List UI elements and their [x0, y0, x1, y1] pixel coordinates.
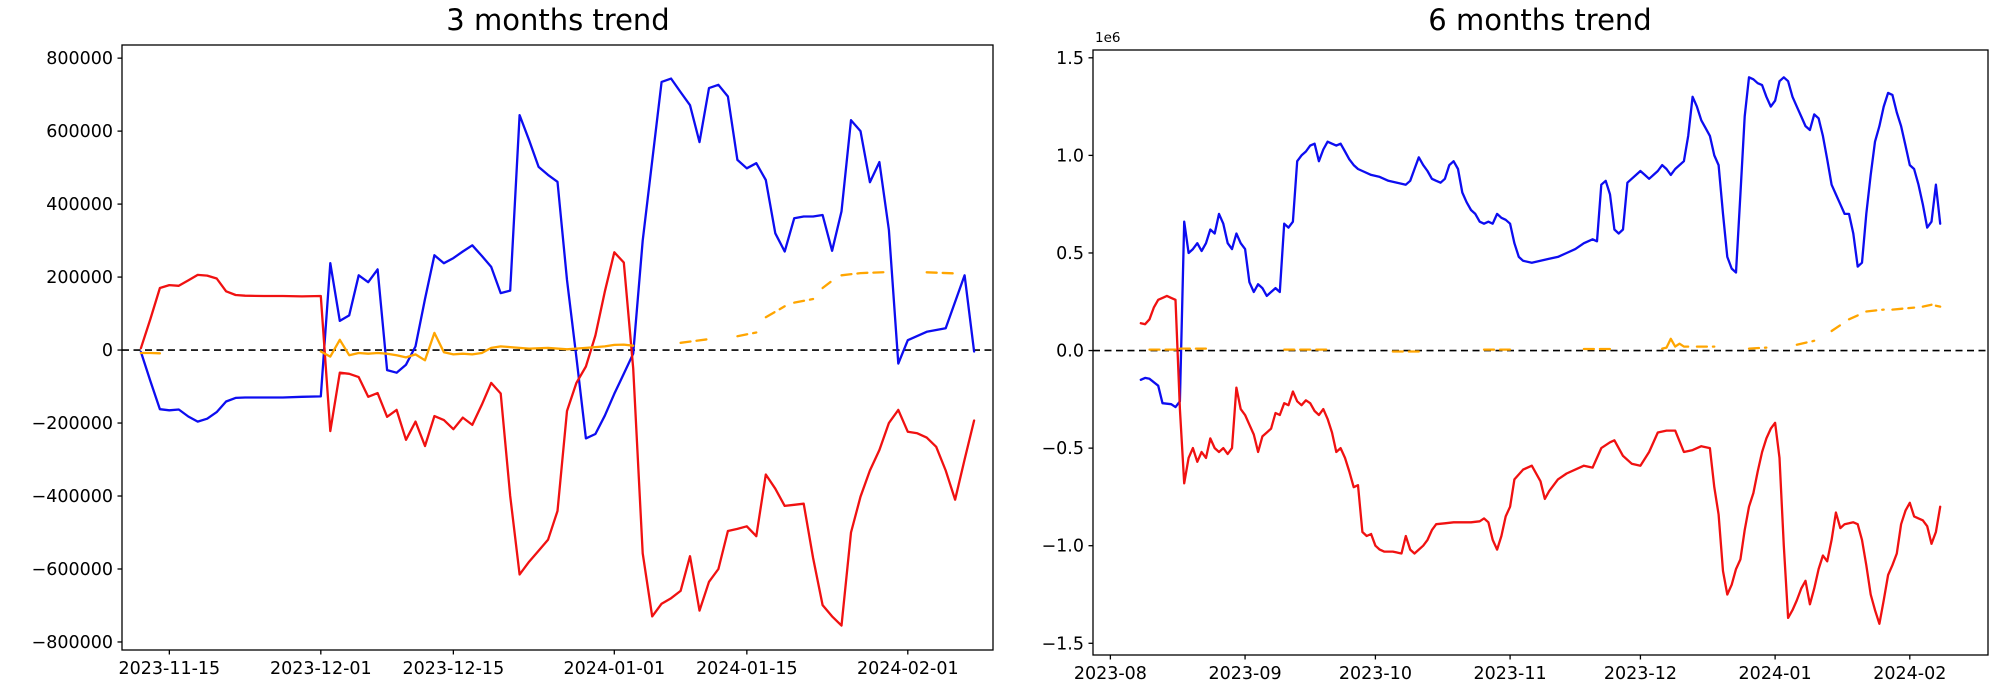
series-orange-dashed-line	[736, 331, 758, 338]
y-tick-label: 0.5	[1056, 244, 1084, 264]
series-orange-dashed-line	[1891, 306, 1916, 311]
x-tick-label: 2023-11	[1474, 664, 1547, 684]
y-tick-label: 600000	[46, 122, 113, 142]
series-orange-dashed-line	[1795, 339, 1816, 346]
x-tick-label: 2023-12-15	[403, 659, 505, 679]
x-tick-label: 2024-01	[1739, 664, 1812, 684]
series-orange-dashed-line	[1921, 303, 1933, 308]
y-tick-label: −800000	[32, 633, 113, 653]
y-tick-label: −1.5	[1042, 634, 1085, 654]
x-tick-label: 2023-12-01	[270, 659, 372, 679]
series-orange-solid-line	[1661, 337, 1690, 350]
plot-frame	[121, 44, 994, 651]
chart-3-months-trend: 800000 600000 400000 200000 0 −200000 −400000 −…	[32, 44, 994, 679]
series-orange-dashed-line	[1847, 314, 1859, 321]
series-red-line	[139, 251, 976, 627]
y-tick-label: −1.0	[1042, 537, 1085, 557]
y-tick-label: 200000	[46, 268, 113, 288]
series-orange-dashed-line	[1830, 324, 1842, 333]
y-axis-offset-label: 1e6	[1095, 30, 1120, 46]
series-blue-line	[1139, 76, 1942, 409]
x-tick-label: 2023-10	[1339, 664, 1412, 684]
y-tick-label: 0.0	[1056, 342, 1084, 362]
y-tick-label: −600000	[32, 560, 113, 580]
series-orange-dashed-line	[1865, 308, 1885, 313]
x-tick-label: 2023-08	[1074, 664, 1147, 684]
y-tick-label: −0.5	[1042, 439, 1085, 459]
y-tick-label: 800000	[46, 49, 113, 69]
y-tick-label: −200000	[32, 414, 113, 434]
chart-title-3-months: 3 months trend	[446, 3, 670, 37]
series-red-line	[1139, 294, 1942, 625]
series-orange-dashed-line	[821, 279, 834, 290]
x-tick-label: 2023-11-15	[118, 659, 220, 679]
series-orange-dashed-line	[1747, 346, 1768, 350]
y-tick-label: 400000	[46, 195, 113, 215]
x-tick-label: 2024-02	[1873, 664, 1946, 684]
y-tick-label: 0	[102, 341, 113, 361]
series-orange-dashed-line	[793, 297, 815, 304]
y-tick-label: 1.5	[1056, 49, 1084, 69]
series-blue-line	[139, 77, 976, 440]
x-tick-label: 2024-01-15	[696, 659, 798, 679]
series-orange-dashed-line	[679, 337, 711, 344]
chart-title-6-months: 6 months trend	[1428, 3, 1652, 37]
x-tick-label: 2023-09	[1209, 664, 1282, 684]
series-orange-solid-line	[319, 331, 635, 362]
x-tick-label: 2024-02-01	[857, 659, 959, 679]
plot-frame	[1092, 49, 1989, 656]
x-tick-label: 2024-01-01	[563, 659, 665, 679]
chart-6-months-trend: 1.5 1.0 0.5 0.0 −0.5 −1.0 −1.5 2023-08 2023-09 20…	[1042, 30, 1989, 684]
series-orange-dashed-line	[925, 271, 957, 275]
x-tick-label: 2023-12	[1604, 664, 1677, 684]
y-tick-label: −400000	[32, 487, 113, 507]
series-orange-dashed-line	[764, 305, 786, 319]
series-orange-dashed-line	[840, 270, 891, 277]
series-orange-dashed-line	[1934, 304, 1942, 308]
y-tick-label: 1.0	[1056, 146, 1084, 166]
